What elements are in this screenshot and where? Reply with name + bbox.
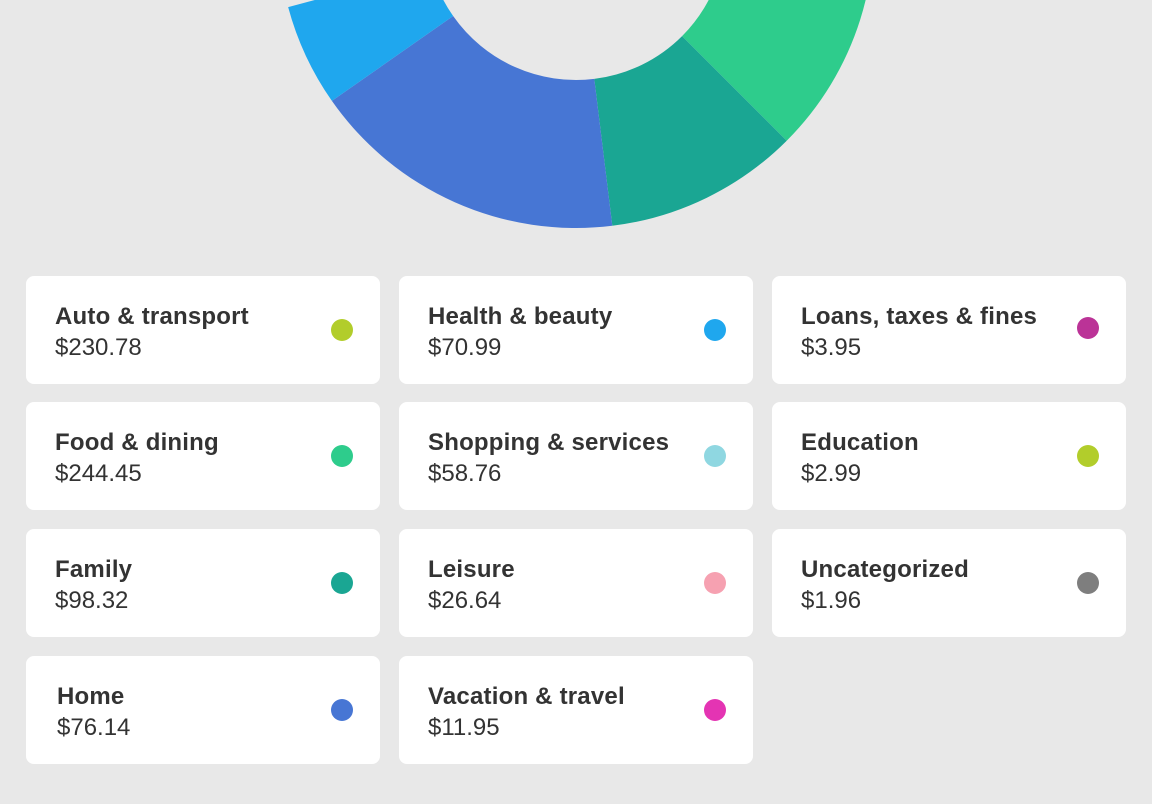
spending-donut-chart bbox=[0, 0, 1152, 250]
donut-slice-health-beauty bbox=[288, 0, 454, 101]
donut-slice-food-dining bbox=[682, 0, 866, 141]
category-card-loans-taxes-fines[interactable]: Loans, taxes & fines $3.95 bbox=[772, 276, 1126, 384]
category-title: Uncategorized bbox=[801, 556, 969, 583]
category-amount: $2.99 bbox=[801, 460, 862, 487]
category-amount: $230.78 bbox=[55, 334, 142, 361]
category-title: Food & dining bbox=[55, 429, 219, 456]
category-color-dot bbox=[1077, 317, 1099, 339]
category-color-dot bbox=[331, 319, 353, 341]
category-card-home[interactable]: Home $76.14 bbox=[26, 656, 380, 764]
category-title: Shopping & services bbox=[428, 429, 670, 456]
category-card-shopping-services[interactable]: Shopping & services $58.76 bbox=[399, 402, 753, 510]
category-amount: $58.76 bbox=[428, 460, 502, 487]
category-color-dot bbox=[704, 699, 726, 721]
category-card-health-beauty[interactable]: Health & beauty $70.99 bbox=[399, 276, 753, 384]
category-card-food-dining[interactable]: Food & dining $244.45 bbox=[26, 402, 380, 510]
category-card-family[interactable]: Family $98.32 bbox=[26, 529, 380, 637]
category-title: Auto & transport bbox=[55, 303, 249, 330]
category-amount: $98.32 bbox=[55, 587, 129, 614]
donut-chart-svg bbox=[288, 0, 866, 228]
category-color-dot bbox=[1077, 572, 1099, 594]
category-title: Family bbox=[55, 556, 133, 583]
category-card-uncategorized[interactable]: Uncategorized $1.96 bbox=[772, 529, 1126, 637]
category-amount: $70.99 bbox=[428, 334, 502, 361]
category-color-dot bbox=[331, 572, 353, 594]
category-color-dot bbox=[704, 445, 726, 467]
donut-slice-family bbox=[594, 36, 787, 226]
category-title: Health & beauty bbox=[428, 303, 613, 330]
category-amount: $3.95 bbox=[801, 334, 862, 361]
category-card-vacation-travel[interactable]: Vacation & travel $11.95 bbox=[399, 656, 753, 764]
category-title: Vacation & travel bbox=[428, 683, 625, 710]
category-amount: $76.14 bbox=[57, 714, 131, 741]
category-amount: $1.96 bbox=[801, 587, 862, 614]
category-color-dot bbox=[1077, 445, 1099, 467]
category-color-dot bbox=[331, 699, 353, 721]
category-amount: $244.45 bbox=[55, 460, 142, 487]
category-title: Loans, taxes & fines bbox=[801, 303, 1038, 330]
category-color-dot bbox=[704, 572, 726, 594]
category-title: Leisure bbox=[428, 556, 515, 583]
category-amount: $11.95 bbox=[428, 714, 500, 741]
category-card-leisure[interactable]: Leisure $26.64 bbox=[399, 529, 753, 637]
category-amount: $26.64 bbox=[428, 587, 502, 614]
donut-slice-home bbox=[331, 16, 613, 228]
category-card-education[interactable]: Education $2.99 bbox=[772, 402, 1126, 510]
category-title: Education bbox=[801, 429, 919, 456]
category-color-dot bbox=[331, 445, 353, 467]
category-title: Home bbox=[57, 683, 125, 710]
category-card-auto-transport[interactable]: Auto & transport $230.78 bbox=[26, 276, 380, 384]
category-color-dot bbox=[704, 319, 726, 341]
